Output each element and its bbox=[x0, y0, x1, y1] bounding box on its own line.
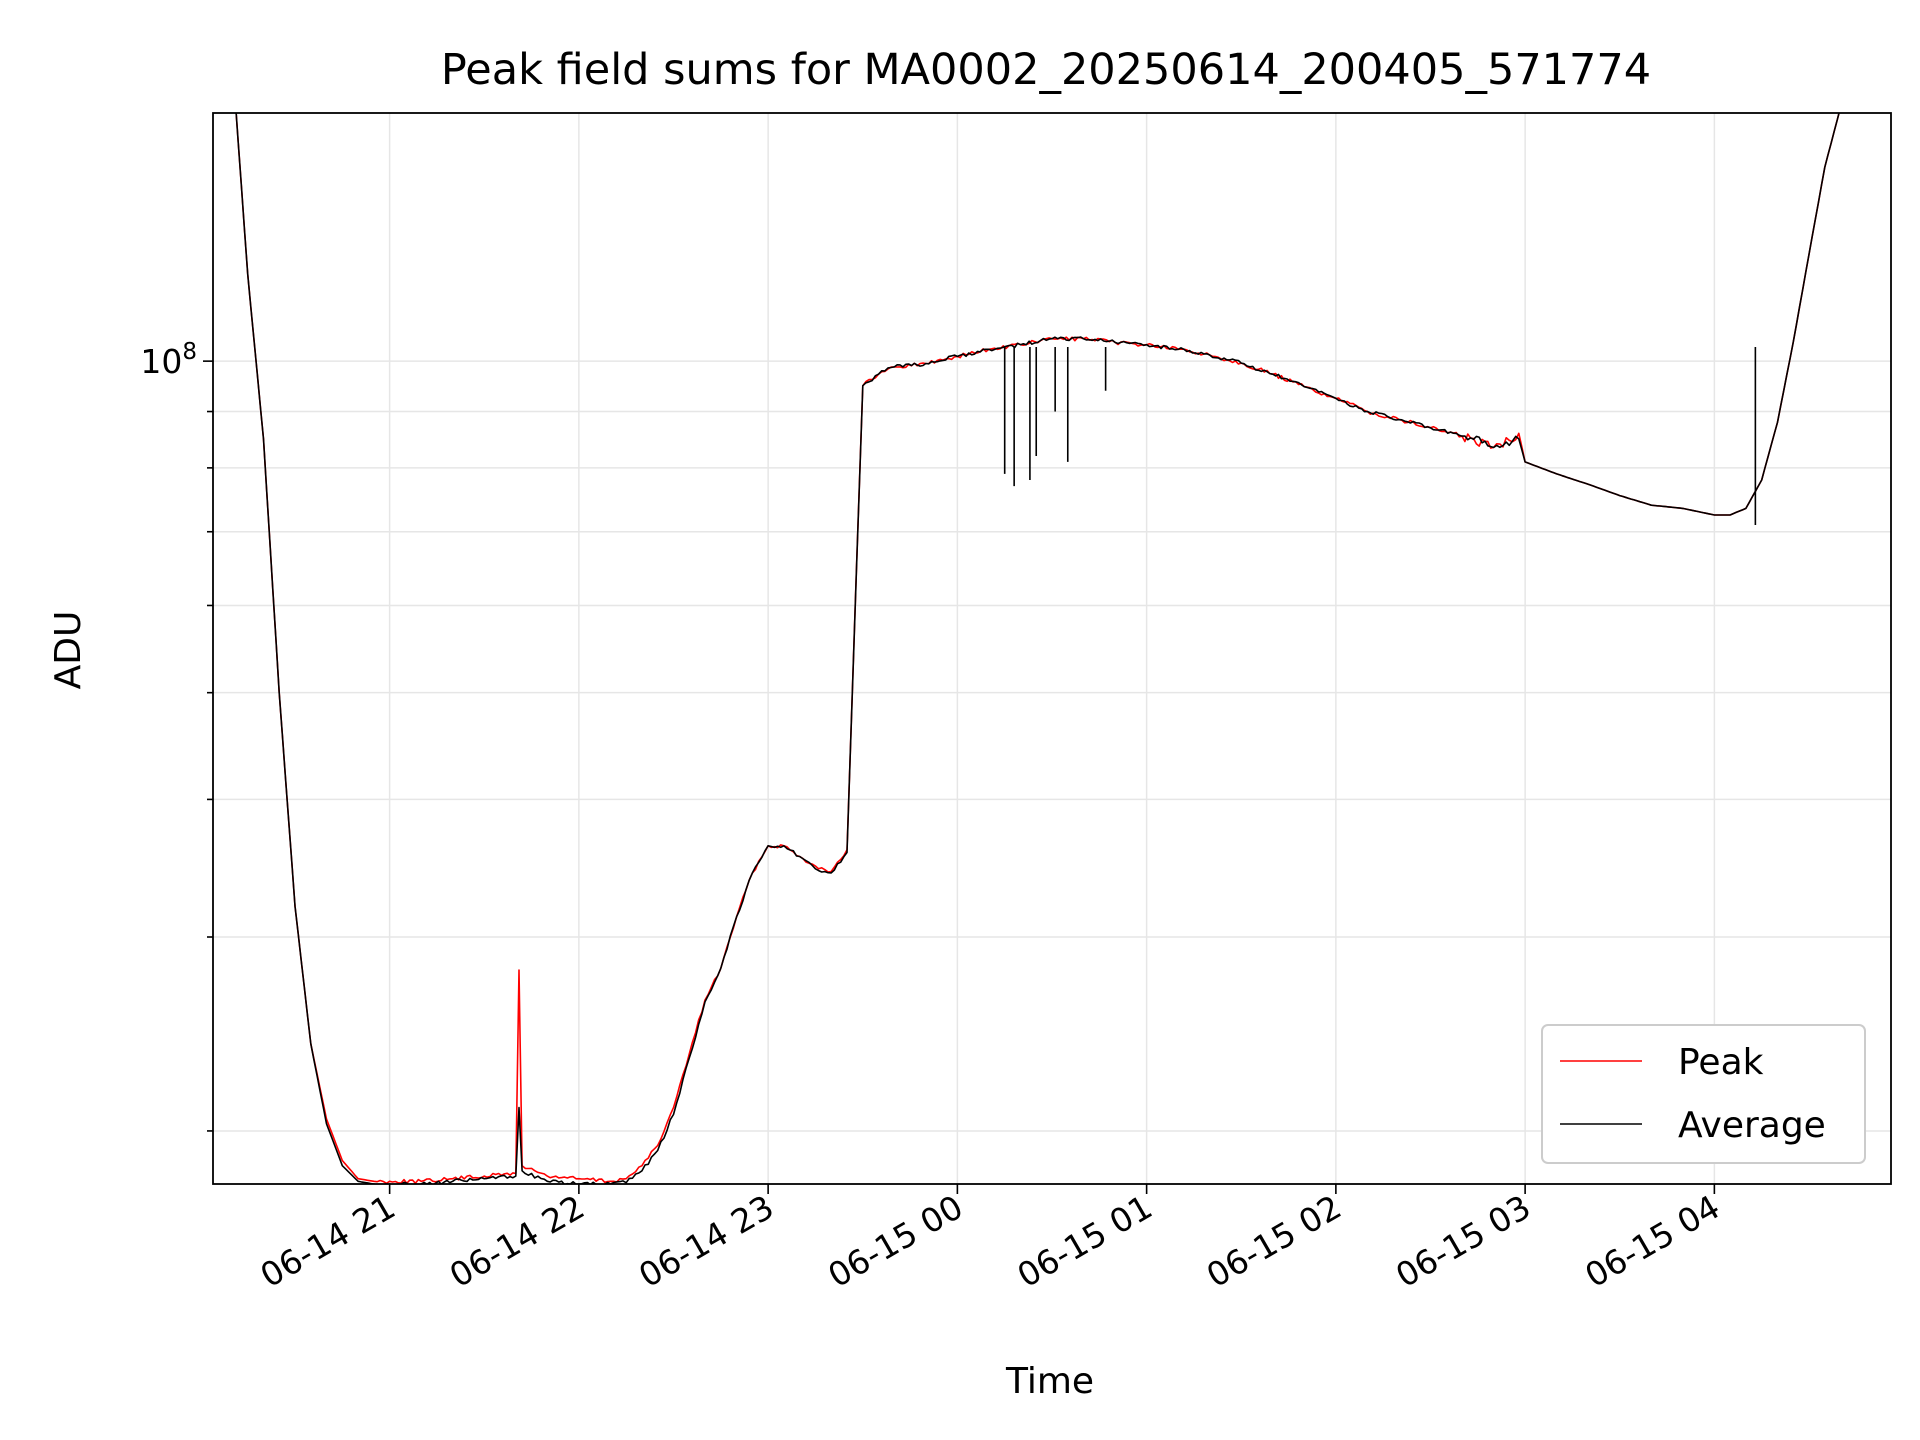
x-axis-label: Time bbox=[1005, 1361, 1094, 1402]
y-tick-label: 108 bbox=[140, 339, 197, 381]
series-line-peak bbox=[235, 113, 1840, 1184]
legend-peak-label: Peak bbox=[1678, 1042, 1764, 1083]
x-tick-label: 06-14 21 bbox=[254, 1187, 402, 1295]
x-tick-label: 06-14 22 bbox=[443, 1187, 591, 1295]
x-tick-label: 06-15 03 bbox=[1389, 1187, 1537, 1295]
x-tick-label: 06-15 00 bbox=[821, 1187, 969, 1295]
x-tick-label: 06-15 04 bbox=[1578, 1187, 1726, 1295]
x-tick-label: 06-15 01 bbox=[1011, 1187, 1159, 1295]
tick-layer: 06-14 21 06-14 22 06-14 23 06-15 00 06-15 01… bbox=[140, 339, 1726, 1295]
legend: Peak Average bbox=[1541, 1024, 1866, 1164]
chart-title: Peak field sums for MA0002_20250614_2004… bbox=[441, 45, 1651, 95]
x-tick-label: 06-15 02 bbox=[1200, 1187, 1348, 1295]
grid-layer bbox=[213, 113, 1891, 1184]
plot-frame bbox=[212, 112, 1892, 1185]
legend-average-label: Average bbox=[1678, 1105, 1826, 1146]
legend-box bbox=[1541, 1024, 1866, 1164]
series-line-average bbox=[235, 113, 1840, 1184]
x-tick-label: 06-14 23 bbox=[632, 1187, 780, 1295]
y-axis-label: ADU bbox=[48, 611, 89, 690]
series-layer bbox=[235, 113, 1840, 1184]
